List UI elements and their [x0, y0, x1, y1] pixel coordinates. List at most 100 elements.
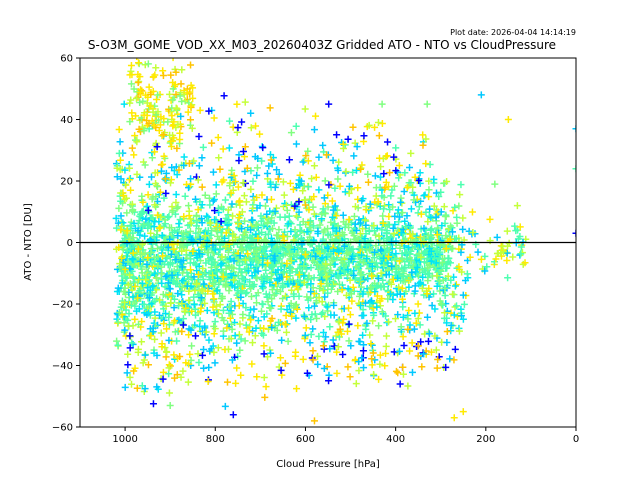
data-point	[406, 163, 414, 171]
data-point	[121, 298, 129, 306]
data-point	[287, 308, 295, 316]
data-point	[186, 259, 194, 267]
data-point	[233, 100, 241, 108]
data-point	[398, 209, 406, 217]
data-point	[444, 272, 452, 280]
data-point	[179, 315, 187, 323]
data-point	[310, 246, 318, 254]
data-point	[172, 91, 180, 99]
data-point	[347, 342, 355, 350]
data-point	[251, 153, 259, 161]
data-point	[364, 178, 372, 186]
data-point	[441, 292, 449, 300]
data-point	[205, 363, 213, 371]
data-point	[493, 233, 501, 241]
data-point	[381, 362, 389, 370]
data-point	[140, 127, 148, 135]
y-tick-label: −60	[52, 423, 73, 434]
data-point	[200, 364, 208, 372]
data-point	[230, 172, 238, 180]
data-point	[263, 170, 271, 178]
data-point	[434, 356, 442, 364]
data-point	[443, 338, 451, 346]
data-point	[449, 228, 457, 236]
data-point	[188, 342, 196, 350]
data-point	[285, 212, 293, 220]
data-point	[183, 254, 191, 262]
data-point	[210, 295, 218, 303]
data-point	[135, 305, 143, 313]
data-point	[132, 94, 140, 102]
data-point	[517, 243, 525, 251]
data-point	[179, 232, 187, 240]
data-point	[483, 263, 491, 271]
data-point	[306, 240, 314, 248]
data-point	[225, 217, 233, 225]
data-point	[247, 167, 255, 175]
data-point	[127, 245, 135, 253]
data-point	[176, 352, 184, 360]
data-point	[353, 143, 361, 151]
data-point	[432, 189, 440, 197]
data-point	[167, 176, 175, 184]
data-point	[324, 289, 332, 297]
data-point	[382, 178, 390, 186]
data-point	[213, 287, 221, 295]
data-point	[213, 274, 221, 282]
data-point	[247, 293, 255, 301]
data-point	[219, 327, 227, 335]
data-point	[231, 283, 239, 291]
data-point	[168, 112, 176, 120]
data-point	[247, 109, 255, 117]
data-point	[219, 205, 227, 213]
data-point	[238, 225, 246, 233]
data-point	[165, 336, 173, 344]
data-point	[209, 197, 217, 205]
data-point	[350, 152, 358, 160]
data-point	[343, 250, 351, 258]
data-point	[237, 371, 245, 379]
data-point	[370, 311, 378, 319]
data-point	[126, 118, 134, 126]
data-point	[179, 321, 187, 329]
data-point	[210, 348, 218, 356]
data-point	[358, 251, 366, 259]
data-point	[383, 152, 391, 160]
data-point	[333, 237, 341, 245]
data-point	[394, 311, 402, 319]
data-point	[304, 157, 312, 165]
data-point	[136, 231, 144, 239]
data-point	[415, 203, 423, 211]
data-point	[224, 206, 232, 214]
data-point	[131, 315, 139, 323]
data-point	[219, 306, 227, 314]
data-point	[376, 154, 384, 162]
data-point	[329, 213, 337, 221]
data-point	[124, 361, 132, 369]
data-point	[215, 235, 223, 243]
data-point	[246, 306, 254, 314]
data-point	[182, 359, 190, 367]
data-point	[323, 151, 331, 159]
data-point	[371, 123, 379, 131]
data-point	[219, 273, 227, 281]
data-point	[426, 205, 434, 213]
data-point	[185, 207, 193, 215]
data-point	[334, 166, 342, 174]
data-point	[132, 112, 140, 120]
data-point	[196, 250, 204, 258]
data-point	[392, 250, 400, 258]
data-point	[455, 202, 463, 210]
data-point	[504, 274, 512, 282]
data-point	[191, 195, 199, 203]
data-point	[239, 299, 247, 307]
data-point	[173, 204, 181, 212]
data-point	[211, 318, 219, 326]
data-point	[214, 204, 222, 212]
data-point	[156, 121, 164, 129]
data-point	[302, 201, 310, 209]
data-point	[225, 226, 233, 234]
data-point	[244, 250, 252, 258]
data-point	[196, 235, 204, 243]
data-point	[144, 254, 152, 262]
